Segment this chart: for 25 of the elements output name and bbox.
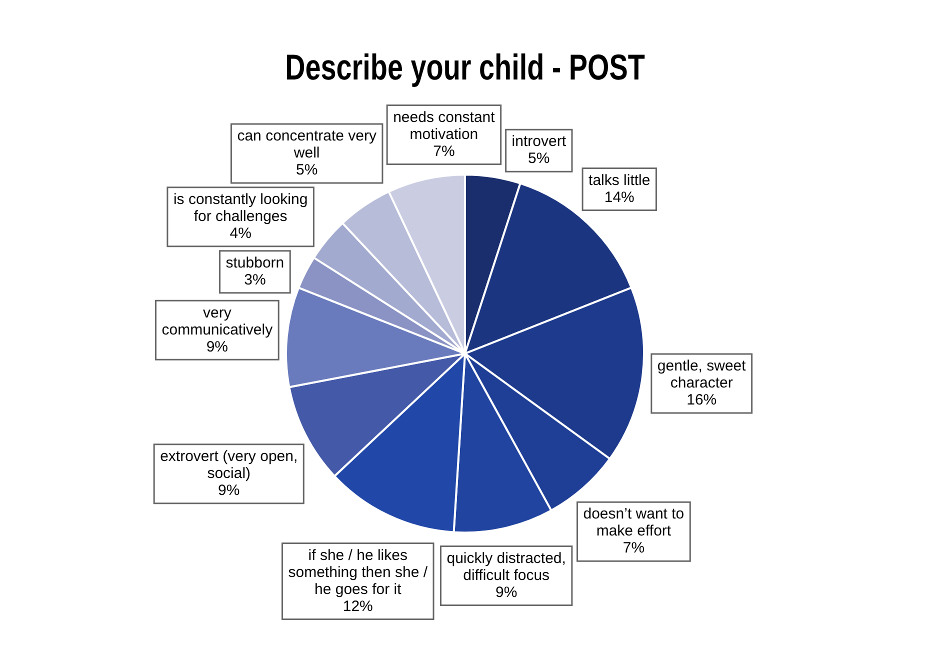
data-label: 14% bbox=[604, 188, 634, 206]
slice-label: stubborn bbox=[226, 254, 284, 272]
slice-label: introvert bbox=[512, 133, 567, 150]
data-label: 4% bbox=[230, 225, 252, 242]
data-label: 3% bbox=[244, 271, 266, 288]
chart-title: Describe your child - POST bbox=[285, 47, 646, 88]
slice-label: needs constant motivation bbox=[393, 108, 496, 143]
data-label: 9% bbox=[218, 482, 240, 500]
data-label: 5% bbox=[528, 150, 550, 168]
data-label: 7% bbox=[622, 540, 645, 557]
data-label: 16% bbox=[686, 392, 717, 409]
slice-label: can concentrate very well bbox=[237, 128, 377, 162]
slice-label: doesn’t want to make effort bbox=[583, 506, 684, 540]
slice-label: talks little bbox=[588, 172, 650, 189]
slice-label: quickly distracted, difficult focus bbox=[446, 550, 566, 584]
slice-label: is constantly looking for challenges bbox=[173, 191, 308, 226]
data-label: 12% bbox=[342, 598, 373, 615]
slice-label: if she / he likes something then she / he goes for it bbox=[288, 546, 428, 598]
data-label: 9% bbox=[206, 338, 228, 356]
slice-label: gentle, sweet character bbox=[657, 358, 747, 392]
data-label: 9% bbox=[495, 584, 518, 601]
slice-label: very communicatively bbox=[162, 304, 274, 338]
data-label: 7% bbox=[433, 142, 455, 160]
slice-label: extrovert (very open, social) bbox=[160, 448, 298, 482]
data-label: 5% bbox=[296, 162, 318, 179]
